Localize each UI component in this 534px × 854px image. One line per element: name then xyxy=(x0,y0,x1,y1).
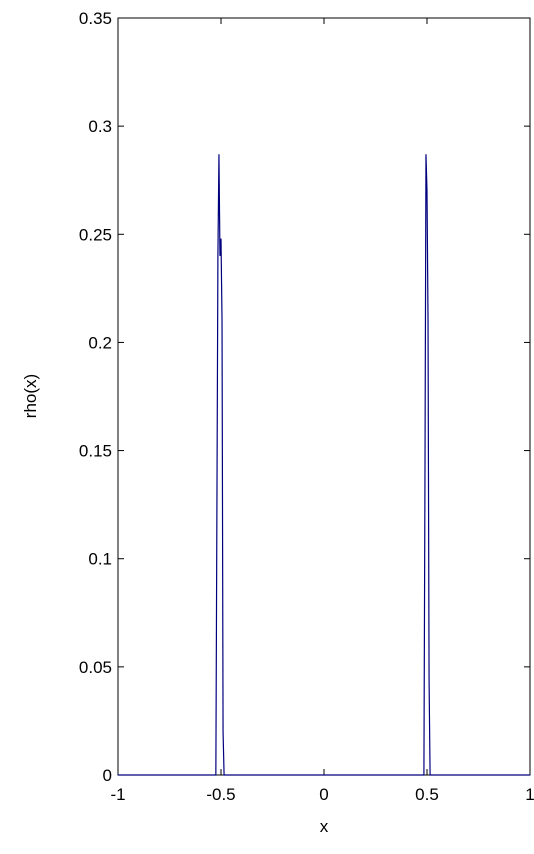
line-series xyxy=(118,154,530,776)
y-tick-label: 0.05 xyxy=(79,658,112,677)
y-tick-label: 0.35 xyxy=(79,9,112,28)
x-tick-label: 0 xyxy=(319,785,328,804)
x-tick-label: 1 xyxy=(525,785,534,804)
y-tick-label: 0.3 xyxy=(88,117,112,136)
y-tick-label: 0.1 xyxy=(88,550,112,569)
y-tick-label: 0.15 xyxy=(79,442,112,461)
x-tick-label: 0.5 xyxy=(415,785,439,804)
x-tick-label: -0.5 xyxy=(206,785,235,804)
y-tick-label: 0.25 xyxy=(79,225,112,244)
x-axis-label: x xyxy=(320,817,329,836)
y-axis-label: rho(x) xyxy=(21,374,40,418)
axes-box xyxy=(117,17,531,776)
x-tick-label: -1 xyxy=(110,785,125,804)
y-tick-label: 0 xyxy=(103,766,112,785)
y-tick-label: 0.2 xyxy=(88,333,112,352)
